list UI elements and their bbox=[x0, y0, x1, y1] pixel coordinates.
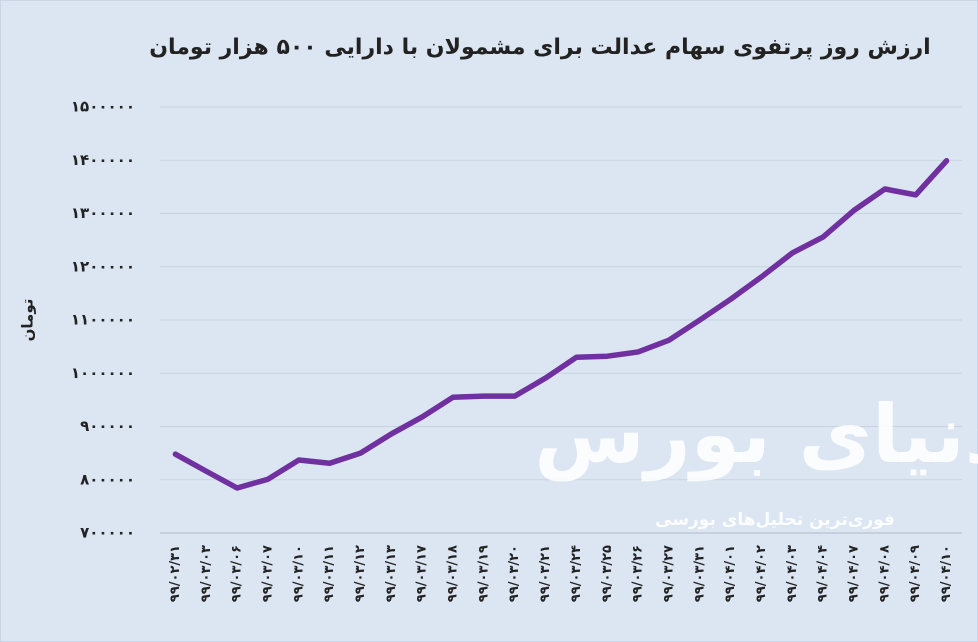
chart-title: ارزش روز پرتفوی سهام عدالت برای مشمولان … bbox=[149, 35, 930, 60]
y-tick-label: ۱۳۰۰۰۰۰ bbox=[71, 204, 135, 222]
y-tick-label: ۱۴۰۰۰۰۰ bbox=[71, 151, 135, 169]
x-tick-label: ۹۹/۰۳/۱۸ bbox=[446, 545, 461, 602]
y-axis-label: تومان bbox=[19, 299, 37, 342]
x-tick-label: ۹۹/۰۳/۱۱ bbox=[322, 545, 337, 602]
x-tick-label: ۹۹/۰۴/۰۸ bbox=[877, 545, 892, 602]
x-tick-label: ۹۹/۰۴/۰۳ bbox=[785, 545, 800, 602]
x-tick-label: ۹۹/۰۴/۰۹ bbox=[908, 545, 923, 602]
x-tick-label: ۹۹/۰۴/۰۱ bbox=[723, 545, 738, 602]
x-tick-label: ۹۹/۰۴/۱۰ bbox=[939, 545, 954, 602]
x-tick-label: ۹۹/۰۳/۱۰ bbox=[291, 545, 306, 602]
x-tick-label: ۹۹/۰۴/۰۲ bbox=[754, 545, 769, 602]
x-tick-label: ۹۹/۰۳/۲۵ bbox=[600, 545, 615, 602]
y-tick-label: ۸۰۰۰۰۰ bbox=[80, 470, 135, 488]
x-tick-label: ۹۹/۰۳/۱۹ bbox=[476, 545, 491, 602]
y-tick-label: ۱۰۰۰۰۰۰ bbox=[71, 364, 135, 382]
x-tick-label: ۹۹/۰۳/۲۰ bbox=[507, 545, 522, 602]
x-tick-label: ۹۹/۰۳/۳۱ bbox=[692, 545, 707, 602]
x-tick-label: ۹۹/۰۳/۲۷ bbox=[661, 545, 676, 602]
x-tick-label: ۹۹/۰۲/۳۱ bbox=[168, 545, 183, 602]
y-tick-label: ۱۲۰۰۰۰۰ bbox=[71, 257, 135, 275]
x-tick-label: ۹۹/۰۳/۱۷ bbox=[415, 545, 430, 602]
y-tick-label: ۱۵۰۰۰۰۰ bbox=[71, 98, 135, 116]
x-tick-label: ۹۹/۰۳/۲۱ bbox=[538, 545, 553, 602]
watermark-subtitle: فوری‌ترین تحلیل‌های بورسی bbox=[655, 510, 895, 530]
watermark: دنیای بورس bbox=[534, 388, 978, 482]
x-tick-label: ۹۹/۰۳/۲۶ bbox=[631, 545, 646, 602]
x-tick-label: ۹۹/۰۴/۰۷ bbox=[847, 545, 862, 602]
x-tick-label: ۹۹/۰۳/۰۳ bbox=[199, 545, 214, 602]
x-tick-label: ۹۹/۰۳/۰۶ bbox=[230, 545, 245, 602]
y-tick-label: ۱۱۰۰۰۰۰ bbox=[71, 311, 135, 329]
data-line bbox=[172, 158, 950, 491]
x-tick-label: ۹۹/۰۴/۰۴ bbox=[816, 545, 831, 602]
x-tick-label: ۹۹/۰۳/۲۴ bbox=[569, 545, 584, 602]
y-tick-label: ۷۰۰۰۰۰ bbox=[80, 524, 135, 542]
x-tick-label: ۹۹/۰۳/۰۷ bbox=[260, 545, 275, 602]
x-tick-label: ۹۹/۰۳/۱۲ bbox=[353, 545, 368, 602]
x-tick-label: ۹۹/۰۳/۱۳ bbox=[384, 545, 399, 602]
y-tick-label: ۹۰۰۰۰۰ bbox=[80, 417, 135, 435]
